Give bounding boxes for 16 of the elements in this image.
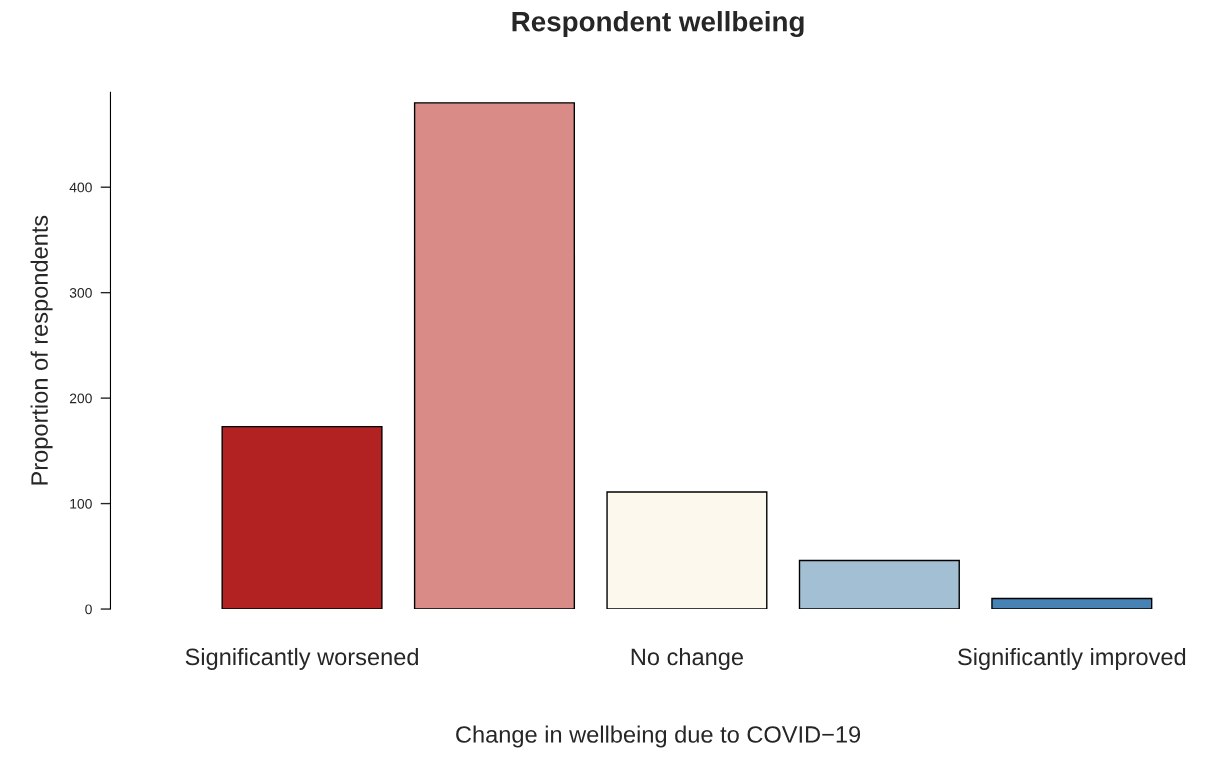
chart-title: Respondent wellbeing bbox=[512, 11, 804, 38]
y-tick-label: 200 bbox=[69, 393, 92, 404]
y-tick-label: 300 bbox=[69, 287, 92, 298]
y-tick-label: 0 bbox=[85, 604, 92, 615]
bar bbox=[606, 491, 768, 610]
y-tick-label: 400 bbox=[69, 182, 92, 193]
x-tick-label: Significantly worsened bbox=[185, 647, 418, 670]
y-tick-label: 100 bbox=[70, 498, 92, 509]
x-tick-label: No change bbox=[631, 647, 743, 670]
bar bbox=[413, 102, 576, 610]
bar bbox=[991, 597, 1153, 610]
x-tick-label: Significantly improved bbox=[958, 647, 1186, 670]
x-axis-title: Change in wellbeing due to COVID−19 bbox=[456, 725, 861, 748]
bar bbox=[221, 425, 383, 610]
y-axis-title: Proportion of respondents bbox=[30, 215, 53, 485]
bar bbox=[798, 559, 960, 610]
